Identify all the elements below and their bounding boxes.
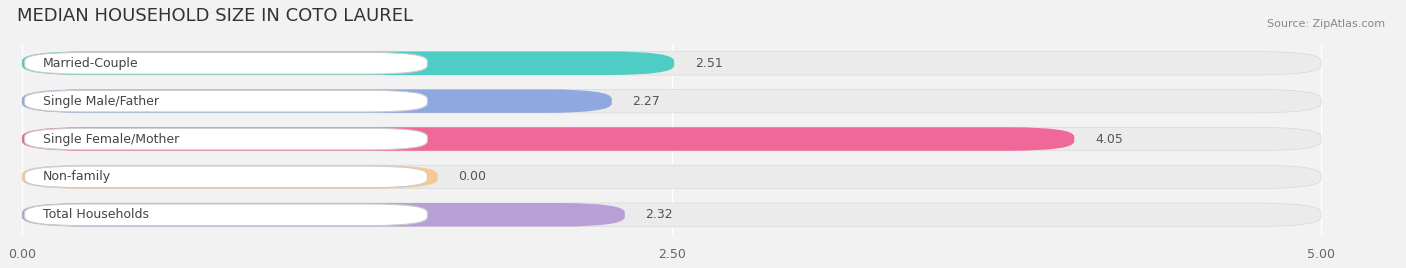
FancyBboxPatch shape: [25, 53, 427, 74]
Text: Single Female/Mother: Single Female/Mother: [42, 132, 179, 146]
Text: 2.27: 2.27: [633, 95, 661, 108]
Text: 2.51: 2.51: [695, 57, 723, 70]
FancyBboxPatch shape: [22, 90, 612, 113]
FancyBboxPatch shape: [22, 90, 1322, 113]
Text: 2.32: 2.32: [645, 208, 673, 221]
Text: 4.05: 4.05: [1095, 132, 1123, 146]
Text: Total Households: Total Households: [42, 208, 149, 221]
FancyBboxPatch shape: [22, 165, 1322, 189]
FancyBboxPatch shape: [25, 128, 427, 150]
FancyBboxPatch shape: [22, 127, 1074, 151]
Text: Single Male/Father: Single Male/Father: [42, 95, 159, 108]
FancyBboxPatch shape: [22, 203, 1322, 226]
FancyBboxPatch shape: [25, 204, 427, 226]
Text: MEDIAN HOUSEHOLD SIZE IN COTO LAUREL: MEDIAN HOUSEHOLD SIZE IN COTO LAUREL: [17, 7, 413, 25]
FancyBboxPatch shape: [22, 51, 1322, 75]
Text: Source: ZipAtlas.com: Source: ZipAtlas.com: [1267, 19, 1385, 29]
FancyBboxPatch shape: [22, 203, 624, 226]
FancyBboxPatch shape: [22, 51, 673, 75]
FancyBboxPatch shape: [22, 165, 437, 189]
Text: 0.00: 0.00: [458, 170, 486, 183]
FancyBboxPatch shape: [25, 166, 427, 188]
Text: Non-family: Non-family: [42, 170, 111, 183]
FancyBboxPatch shape: [25, 90, 427, 112]
Text: Married-Couple: Married-Couple: [42, 57, 138, 70]
FancyBboxPatch shape: [22, 127, 1322, 151]
